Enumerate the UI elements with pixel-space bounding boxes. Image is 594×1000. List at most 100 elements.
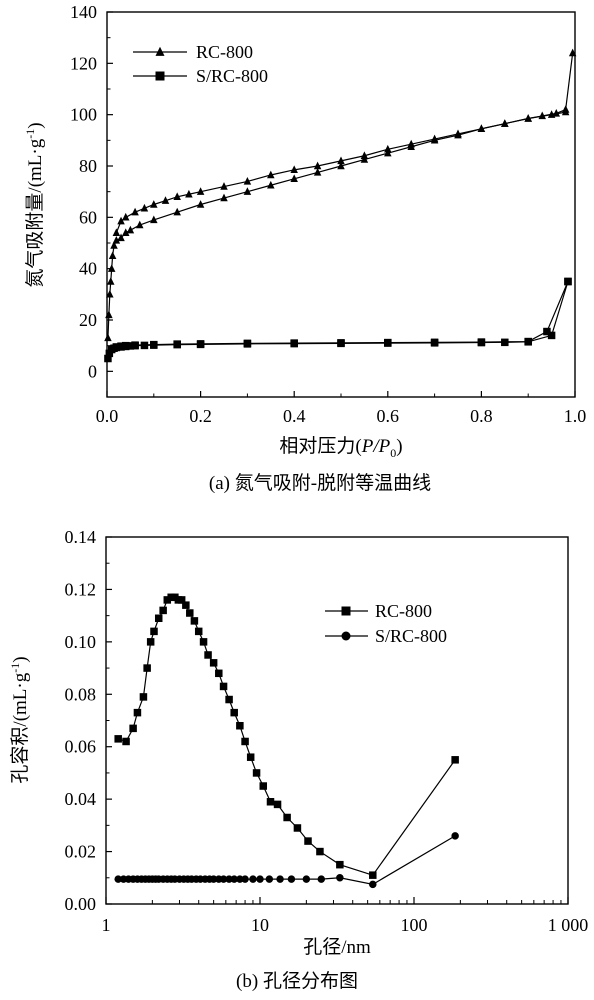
chart-a-data-point <box>568 48 577 57</box>
chart-b-data-point <box>316 847 324 856</box>
chart-b-data-point <box>230 875 238 883</box>
chart-a-data-point <box>477 124 486 132</box>
chart-b-data-point <box>259 782 268 790</box>
chart-a-data-point <box>136 220 144 229</box>
chart-a-data-point <box>360 151 369 159</box>
chart-a-data-point <box>131 207 139 216</box>
chart-b-y-tick-label: 0.04 <box>65 789 97 809</box>
chart-b-data-point <box>317 875 326 883</box>
chart-a-data-point <box>117 342 125 350</box>
chart-a-data-point <box>173 340 181 348</box>
chart-a-caption: (a) 氮气吸附-脱附等温曲线 <box>209 472 431 494</box>
chart-a-data-point <box>547 110 556 118</box>
chart-a-data-point <box>538 111 546 120</box>
chart-a-data-point <box>564 277 572 286</box>
chart-b-data-point <box>236 721 244 730</box>
chart-a-data-point <box>104 333 112 342</box>
chart-a-data-point <box>337 161 345 170</box>
chart-a-data-point <box>150 340 158 349</box>
chart-a-data-point <box>501 119 509 127</box>
chart-a-y-tick-label: 80 <box>79 156 97 176</box>
chart-a-data-point <box>131 341 139 349</box>
chart-a-data-point <box>243 176 252 185</box>
chart-b-data-point <box>252 769 261 777</box>
chart-b-data-point <box>304 837 312 845</box>
chart-a-y-tick-label: 140 <box>70 2 97 22</box>
chart-b-data-point <box>236 875 244 883</box>
chart-a-data-point <box>107 264 116 272</box>
chart-a-data-point <box>112 236 121 244</box>
chart-a-data-point <box>267 170 275 179</box>
chart-b-y-tick-label: 0.00 <box>65 894 97 914</box>
chart-a-y-tick-label: 100 <box>70 105 97 125</box>
chart-b-data-point <box>369 871 377 879</box>
chart-a-x-tick-label: 0.6 <box>377 406 400 426</box>
chart-a-data-point <box>547 331 556 340</box>
chart-b-data-point <box>241 875 249 883</box>
chart-a-data-point <box>220 182 228 190</box>
chart-a-isotherm: 0.0 0.2 0.4 0.6 0.8 1.0 0 20 40 60 80 100 120 140 RC… <box>23 2 586 494</box>
chart-a-series-s-rc-800 <box>104 277 572 363</box>
chart-a-legend: RC-800 S/RC-800 <box>133 42 268 86</box>
chart-b-series <box>114 593 459 889</box>
chart-b-y-axis: 0.00 0.02 0.04 0.06 0.08 0.10 0.12 0.14 <box>65 527 112 914</box>
chart-b-data-point <box>225 695 233 704</box>
chart-b-y-tick-label: 0.08 <box>65 684 97 704</box>
chart-a-data-point <box>407 139 415 148</box>
chart-a-data-point <box>108 251 117 260</box>
chart-b-data-point <box>230 708 238 717</box>
chart-b-data-point <box>265 875 274 883</box>
chart-b-x-tick-label: 1 <box>102 915 111 935</box>
chart-b-data-point <box>199 638 208 646</box>
chart-b-y-axis-title: 孔容积/(mL·g-1) <box>8 656 31 783</box>
chart-a-data-point <box>105 310 113 319</box>
chart-b-data-point <box>182 601 190 609</box>
chart-a-y-axis-title: 氮气吸附量/(mL·g-1) <box>23 122 46 287</box>
chart-b-data-point <box>246 753 255 761</box>
chart-a-data-point <box>112 228 121 236</box>
chart-a-data-point <box>524 114 532 122</box>
chart-b-x-axis: 1 10 100 1 000 <box>102 897 588 935</box>
chart-a-data-point <box>173 192 181 201</box>
chart-b-series-line <box>118 596 456 876</box>
chart-b-data-point <box>163 596 172 604</box>
chart-a-data-point <box>196 187 205 195</box>
chart-a-y-tick-label: 40 <box>79 259 97 279</box>
chart-b-data-point <box>451 832 459 840</box>
chart-a-data-point <box>105 349 114 358</box>
chart-b-data-point <box>146 638 155 646</box>
chart-b-caption: (b) 孔径分布图 <box>236 970 358 992</box>
chart-b-series-rc-800 <box>114 593 459 879</box>
chart-a-x-axis: 0.0 0.2 0.4 0.6 0.8 1.0 <box>96 391 587 426</box>
chart-a-x-tick-label: 1.0 <box>564 406 587 426</box>
chart-b-data-point <box>139 693 148 701</box>
chart-b-y-tick-label: 0.12 <box>65 579 97 599</box>
chart-a-data-point <box>430 134 439 143</box>
chart-a-y-axis: 0 20 40 60 80 100 120 140 <box>70 2 113 381</box>
chart-a-x-tick-label: 0.0 <box>96 406 119 426</box>
chart-b-x-tick-label: 10 <box>251 915 269 935</box>
chart-a-data-point <box>267 180 275 189</box>
chart-a-data-point <box>454 129 462 138</box>
chart-a-data-point <box>360 155 369 163</box>
chart-a-data-point <box>117 233 125 242</box>
chart-a-legend-marker <box>155 46 165 56</box>
chart-b-data-point <box>273 800 282 809</box>
chart-a-data-point <box>561 107 570 116</box>
chart-b-y-tick-label: 0.02 <box>65 842 97 862</box>
chart-b-legend-marker <box>341 631 351 641</box>
chart-b-data-point <box>276 875 284 883</box>
chart-b-data-point <box>241 737 249 746</box>
chart-a-legend-label: RC-800 <box>196 42 253 62</box>
chart-a-data-point <box>337 339 345 347</box>
chart-a-data-point <box>104 354 112 363</box>
chart-a-data-point <box>196 200 205 208</box>
chart-a-data-point <box>150 200 158 208</box>
chart-b-data-point <box>194 627 203 636</box>
chart-a-data-point <box>243 187 252 195</box>
chart-a-data-point <box>290 339 298 347</box>
chart-b-data-point <box>114 875 122 883</box>
chart-a-series-rc-800 <box>104 48 577 342</box>
chart-a-data-point <box>220 193 228 202</box>
chart-a-data-point <box>196 340 205 348</box>
